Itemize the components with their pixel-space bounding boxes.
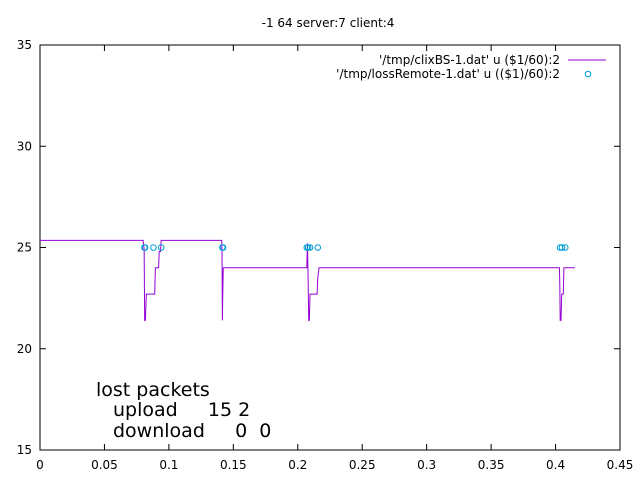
data-point-lossremote	[157, 244, 165, 251]
y-tick-label: 20	[17, 342, 32, 356]
axis-ticks: 0 0.05 0.1 0.15 0.2 0.25 0.3 0.35 0.4 0.45 15 20 25 3…	[17, 38, 634, 472]
x-tick-label: 0.05	[91, 458, 118, 472]
data-point-lossremote	[561, 244, 569, 251]
y-tick-label: 35	[17, 38, 32, 52]
data-point-lossremote	[314, 244, 322, 251]
chart-title: -1 64 server:7 client:4	[262, 16, 395, 30]
legend-label-line: '/tmp/clixBS-1.dat' u ($1/60):2	[379, 53, 560, 67]
data-point-lossremote	[304, 244, 312, 251]
annotation-line-2: upload 15 2	[113, 399, 250, 421]
x-tick-label: 0	[36, 458, 44, 472]
x-tick-label: 0.25	[349, 458, 376, 472]
data-point-lossremote	[150, 244, 157, 251]
data-point-lossremote	[219, 244, 227, 251]
legend: '/tmp/clixBS-1.dat' u ($1/60):2 '/tmp/lo…	[336, 53, 606, 81]
plot-area	[40, 239, 575, 321]
legend-swatch-point	[584, 70, 592, 78]
x-tick-label: 0.35	[478, 458, 505, 472]
x-tick-label: 0.3	[417, 458, 436, 472]
lost-packets-annotation: lost packets upload 15 2 download 0 0	[96, 379, 271, 442]
x-tick-label: 0.1	[159, 458, 178, 472]
annotation-line-1: lost packets	[96, 379, 210, 401]
y-tick-label: 30	[17, 139, 32, 153]
x-tick-label: 0.4	[546, 458, 565, 472]
y-tick-label: 25	[17, 241, 32, 255]
annotation-line-3: download 0 0	[113, 420, 271, 442]
data-point-lossremote	[306, 244, 314, 251]
y-tick-label: 15	[17, 443, 32, 457]
legend-label-points: '/tmp/lossRemote-1.dat' u (($1)/60):2	[336, 67, 560, 81]
x-tick-label: 0.2	[288, 458, 307, 472]
data-point-lossremote	[141, 244, 149, 251]
data-point-lossremote	[558, 244, 566, 251]
x-tick-label: 0.15	[220, 458, 247, 472]
x-tick-label: 0.45	[607, 458, 634, 472]
series-line-clixbs	[40, 239, 575, 321]
